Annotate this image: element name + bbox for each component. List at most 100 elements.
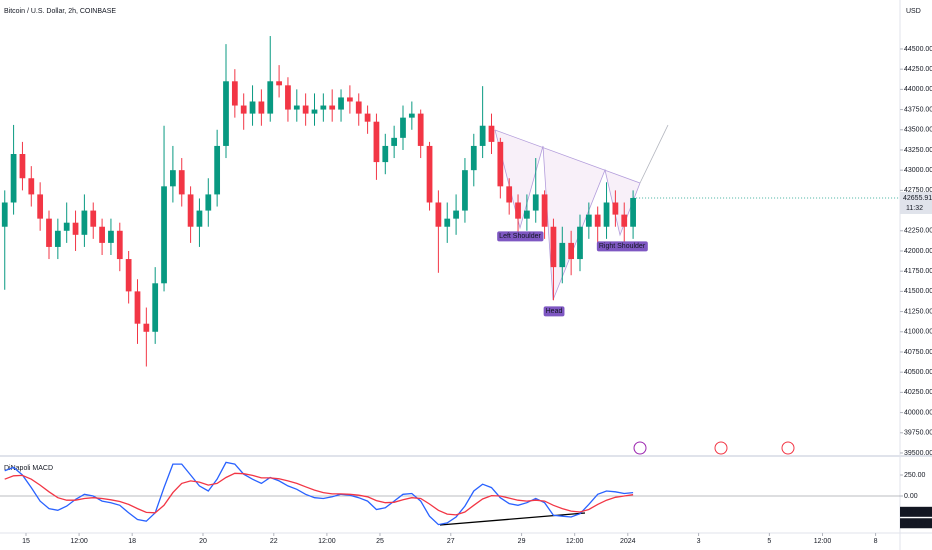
candle-body	[187, 194, 194, 227]
candle-body	[302, 105, 309, 114]
y-tick-label: 43000.00	[904, 167, 932, 174]
x-tick-label: 12:00	[814, 538, 832, 545]
candle-body	[143, 323, 150, 332]
x-tick-label: 18	[128, 538, 136, 545]
x-tick-label: 8	[874, 538, 878, 545]
candle-body	[338, 97, 344, 110]
y-tick-label: 41750.00	[904, 268, 932, 275]
candle-body	[400, 117, 406, 138]
candle-body	[417, 113, 424, 146]
candle-body	[116, 230, 123, 260]
candle-body	[285, 85, 291, 110]
candle-body	[621, 214, 628, 227]
candle-body	[205, 194, 212, 211]
candle-body	[223, 81, 229, 146]
pattern-label-box	[543, 306, 565, 317]
candle-body	[426, 145, 433, 203]
y-tick-label: 44250.00	[904, 66, 932, 73]
candle-body	[347, 97, 353, 102]
candle-body	[364, 113, 371, 122]
x-tick-label: 22	[270, 538, 278, 545]
y-tick-label: 43500.00	[904, 127, 932, 134]
candle-body	[373, 121, 380, 163]
candle-body	[524, 210, 530, 219]
macd-line	[4, 461, 634, 526]
y-tick-label: 250.00	[904, 472, 926, 479]
candle-body	[479, 125, 486, 146]
candle-body	[408, 113, 415, 118]
candle-body	[46, 218, 52, 247]
candle-body	[54, 230, 61, 247]
event-icon[interactable]	[781, 441, 795, 455]
x-tick-label: 2024	[620, 538, 636, 545]
candle-body	[603, 202, 610, 227]
candle-body	[19, 154, 26, 179]
chart-title: Bitcoin / U.S. Dollar, 2h, COINBASE	[4, 8, 116, 15]
x-tick-label: 29	[518, 538, 526, 545]
event-icon[interactable]	[633, 441, 647, 455]
value-tag-label: -187.96	[903, 509, 927, 516]
candle-body	[532, 194, 539, 211]
candle-body	[125, 259, 132, 292]
candle-body	[258, 101, 265, 114]
candle-body	[63, 222, 70, 231]
candle-body	[391, 137, 398, 146]
candle-body	[577, 226, 583, 260]
candle-body	[453, 210, 459, 219]
y-tick-label: 40250.00	[904, 389, 932, 396]
candle-body	[550, 226, 557, 268]
y-tick-label: 42000.00	[904, 248, 932, 255]
candle-body	[81, 210, 88, 235]
x-tick-label: 5	[767, 538, 771, 545]
x-tick-label: 12:00	[318, 538, 336, 545]
candle-body	[90, 210, 97, 227]
candle-body	[585, 214, 592, 227]
candle-body	[170, 170, 176, 187]
y-tick-label: 40500.00	[904, 369, 932, 376]
x-tick-label: 12:00	[566, 538, 584, 545]
candle-body	[462, 170, 468, 211]
macd-line	[4, 472, 634, 516]
candle-body	[382, 145, 389, 163]
candle-body	[435, 202, 442, 227]
candle-body	[320, 105, 327, 110]
x-tick-label: 25	[376, 538, 384, 545]
y-tick-label: 39750.00	[904, 430, 932, 437]
pattern-label: Left Shoulder	[499, 233, 541, 240]
pattern-label-box	[596, 241, 648, 252]
event-icon[interactable]	[714, 441, 728, 455]
candle-body	[240, 105, 247, 114]
candle-body	[267, 81, 274, 114]
y-tick-label: 41250.00	[904, 308, 932, 315]
candle-body	[329, 105, 336, 110]
countdown-label: 11:32	[906, 205, 923, 212]
candle-body	[178, 170, 185, 195]
candle-body	[134, 291, 141, 324]
candle-body	[1, 202, 8, 227]
pattern-label: Head	[546, 308, 563, 315]
y-tick-label: 43250.00	[904, 147, 932, 154]
candle-body	[311, 109, 318, 114]
candle-body	[559, 242, 566, 268]
y-tick-label: 44000.00	[904, 86, 932, 93]
projection-line	[639, 124, 669, 184]
currency-label: USD	[906, 8, 921, 15]
candle-body	[506, 186, 513, 203]
y-tick-label: 41500.00	[904, 288, 932, 295]
candle-body	[276, 81, 282, 86]
last-price-tag	[900, 191, 932, 214]
y-tick-label: 40750.00	[904, 349, 932, 356]
candle-body	[612, 202, 619, 215]
pattern-label: Right Shoulder	[599, 243, 646, 250]
candle-body	[231, 81, 238, 106]
candle-body	[541, 194, 548, 227]
candle-body	[10, 154, 17, 203]
candle-body	[99, 226, 105, 243]
candle-body	[249, 101, 256, 114]
candle-body	[488, 125, 495, 142]
candle-body	[214, 145, 221, 195]
y-tick-label: 0.00	[904, 493, 918, 500]
